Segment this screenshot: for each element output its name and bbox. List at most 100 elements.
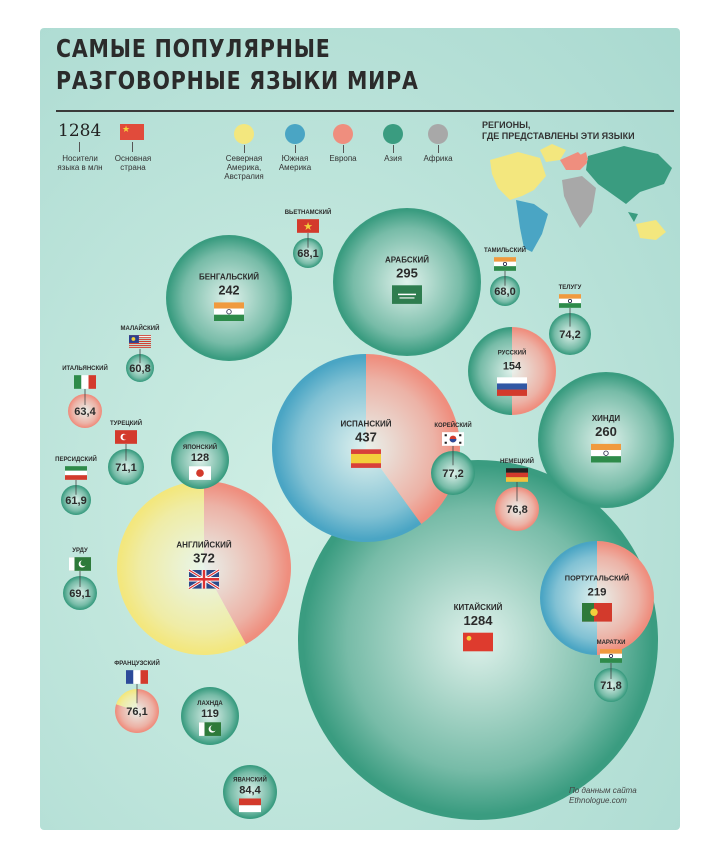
bubble-name: МАРАТХИ bbox=[597, 640, 626, 646]
bubble-highlight bbox=[119, 483, 289, 653]
map-south-america bbox=[516, 200, 548, 252]
bubble-name: ТУРЕЦКИЙ bbox=[110, 419, 142, 427]
bubble-pt: ПОРТУГАЛЬСКИЙ 219 bbox=[540, 541, 654, 655]
bubble-value: 437 bbox=[355, 430, 377, 445]
bubble-name: МАЛАЙСКИЙ bbox=[121, 324, 160, 332]
bubble-value: 128 bbox=[191, 452, 209, 464]
bubble-value: 71,1 bbox=[115, 462, 136, 474]
bubble-value: 219 bbox=[587, 586, 606, 598]
bubble-highlight bbox=[274, 356, 458, 540]
bubble-name: КИТАЙСКИЙ bbox=[454, 603, 503, 612]
legend-swatch bbox=[234, 124, 254, 144]
bubble-value: 61,9 bbox=[65, 495, 86, 507]
bubble-it: ИТАЛЬЯНСКИЙ 63,4 bbox=[62, 364, 108, 428]
flag-icon-my bbox=[129, 335, 151, 348]
flag-icon-pk bbox=[199, 722, 221, 736]
regions-map-title: РЕГИОНЫ, ГДЕ ПРЕДСТАВЛЕНЫ ЭТИ ЯЗЫКИ bbox=[482, 120, 635, 141]
bubble-highlight bbox=[126, 354, 154, 382]
bubble-highlight bbox=[594, 668, 628, 702]
bubble-kr: КОРЕЙСКИЙ 77,2 bbox=[431, 421, 475, 495]
bubble-value: 76,1 bbox=[126, 706, 147, 718]
bubble-highlight bbox=[549, 313, 591, 355]
bubble-te: ТЕЛУГУ 74,2 bbox=[549, 285, 591, 355]
bubble-value: 260 bbox=[595, 424, 617, 439]
map-north-america bbox=[490, 152, 546, 200]
legend-region-label: Южная Америка bbox=[278, 154, 312, 173]
legend-region-label: Африка bbox=[423, 154, 453, 163]
legend-speakers-label: Носители языка в млн bbox=[57, 154, 103, 173]
legend-flag-icon: ★ bbox=[120, 124, 144, 140]
bubble-highlight bbox=[490, 276, 520, 306]
bubble-highlight bbox=[61, 485, 91, 515]
map-africa bbox=[562, 176, 596, 228]
bubble-value: 60,8 bbox=[129, 363, 150, 375]
title-divider bbox=[56, 110, 674, 112]
page-subtitle: РАЗГОВОРНЫЕ ЯЗЫКИ МИРА bbox=[56, 66, 419, 95]
bubble-value: 119 bbox=[201, 708, 219, 720]
bubble-value: 154 bbox=[503, 361, 522, 373]
bubble-value: 1284 bbox=[464, 613, 494, 628]
bubble-highlight bbox=[63, 576, 97, 610]
flag-icon-fr bbox=[126, 670, 148, 684]
bubble-highlight bbox=[68, 394, 102, 428]
bubble-my: МАЛАЙСКИЙ 60,8 bbox=[121, 324, 160, 382]
flag-icon-de bbox=[506, 468, 528, 482]
flag-icon-id bbox=[239, 798, 261, 813]
bubble-value: 69,1 bbox=[69, 588, 90, 600]
world-map-icon bbox=[490, 144, 672, 252]
legend-tick bbox=[295, 145, 296, 153]
legend-swatch bbox=[333, 124, 353, 144]
bubble-name: ИТАЛЬЯНСКИЙ bbox=[62, 364, 108, 372]
flag-icon-in bbox=[559, 294, 581, 308]
legend-region-label: Северная Америка, Австралия bbox=[224, 154, 264, 182]
bubble-highlight bbox=[167, 236, 291, 360]
bubble-name: АРАБСКИЙ bbox=[385, 256, 429, 265]
bubble-name: АНГЛИЙСКИЙ bbox=[176, 540, 231, 549]
bubble-ta: ТАМИЛЬСКИЙ 68,0 bbox=[484, 246, 526, 306]
bubble-vn: ВЬЕТНАМСКИЙ ★ 68,1 bbox=[285, 208, 332, 268]
flag-icon-in bbox=[494, 257, 516, 271]
bubble-de: НЕМЕЦКИЙ 76,8 bbox=[495, 457, 539, 531]
bubble-name: ИСПАНСКИЙ bbox=[341, 420, 392, 429]
bubble-name: ПЕРСИДСКИЙ bbox=[55, 455, 97, 463]
flag-icon-in bbox=[600, 649, 622, 663]
flag-icon-kr bbox=[442, 432, 464, 446]
bubble-name: ЛАХНДА bbox=[197, 701, 223, 707]
bubble-name: БЕНГАЛЬСКИЙ bbox=[199, 273, 259, 282]
flag-icon-es bbox=[351, 449, 381, 468]
svg-text:★: ★ bbox=[303, 221, 313, 233]
bubble-highlight bbox=[469, 328, 555, 414]
bubble-name: КОРЕЙСКИЙ bbox=[434, 421, 471, 429]
flag-icon-gb bbox=[188, 568, 220, 590]
bubble-highlight bbox=[540, 374, 672, 506]
flag-icon-pk bbox=[69, 557, 91, 571]
bubble-highlight bbox=[115, 689, 159, 733]
bubble-value: 63,4 bbox=[74, 406, 96, 418]
legend-swatch bbox=[428, 124, 448, 144]
bubble-name: ПОРТУГАЛЬСКИЙ bbox=[565, 573, 629, 582]
flag-icon-ru bbox=[497, 377, 527, 396]
bubble-highlight bbox=[171, 431, 229, 489]
bubble-name: ВЬЕТНАМСКИЙ bbox=[285, 208, 332, 216]
bubble-name: ЯПОНСКИЙ bbox=[183, 443, 217, 451]
bubble-highlight bbox=[431, 451, 475, 495]
bubble-tr: ТУРЕЦКИЙ 71,1 bbox=[108, 419, 144, 485]
legend-tick bbox=[343, 145, 344, 153]
bubble-highlight bbox=[541, 542, 653, 654]
source-note: По данным сайта Ethnologue.com bbox=[569, 786, 637, 805]
bubble-name: ФРАНЦУЗСКИЙ bbox=[114, 659, 160, 667]
legend-region-label: Европа bbox=[329, 154, 357, 163]
flag-icon-in bbox=[591, 443, 621, 463]
map-islands bbox=[628, 212, 638, 222]
bubble-value: 68,1 bbox=[297, 248, 318, 260]
bubble-highlight bbox=[495, 487, 539, 531]
legend-tick bbox=[438, 145, 439, 153]
flag-icon-sa bbox=[392, 285, 422, 304]
bubble-value: 74,2 bbox=[559, 329, 580, 341]
flag-icon-in bbox=[214, 302, 244, 321]
map-greenland bbox=[540, 144, 566, 162]
